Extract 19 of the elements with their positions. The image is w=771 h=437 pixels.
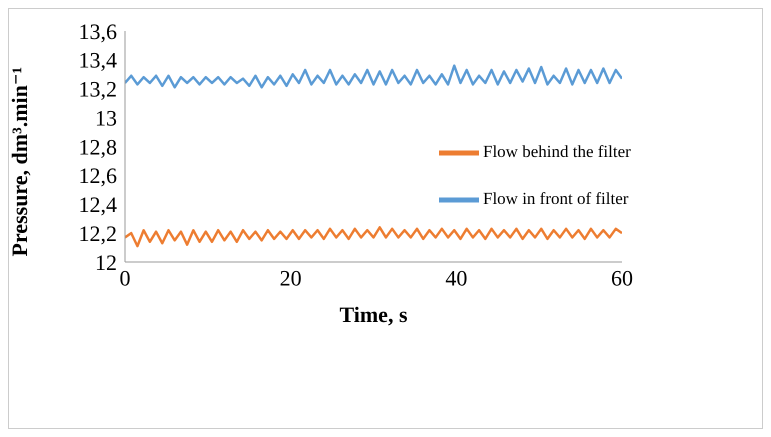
- y-tick-label: 12,4: [78, 192, 117, 218]
- legend-label: Flow in front of filter: [483, 189, 628, 208]
- y-tick-label: 12,2: [78, 220, 117, 246]
- x-axis-title: Time, s: [339, 302, 408, 327]
- x-tick-label: 20: [280, 266, 302, 291]
- y-tick-label: 13,4: [78, 48, 117, 73]
- y-tick-label: 12: [95, 250, 117, 275]
- y-tick-label: 13,2: [78, 76, 117, 102]
- x-tick-label: 0: [120, 266, 130, 291]
- y-tick-label: 13: [95, 105, 117, 130]
- x-tick-label: 60: [611, 266, 633, 291]
- x-tick-label: 40: [445, 266, 468, 291]
- legend-label: Flow behind the filter: [483, 142, 631, 161]
- y-tick-label: 12,6: [78, 163, 117, 188]
- line-series: [125, 64, 622, 89]
- line-series: [125, 226, 622, 248]
- y-axis-title: Pressure, dm³.min⁻¹: [6, 66, 32, 256]
- y-tick-label: 12,8: [78, 134, 117, 160]
- y-tick-label: 13,6: [78, 18, 117, 44]
